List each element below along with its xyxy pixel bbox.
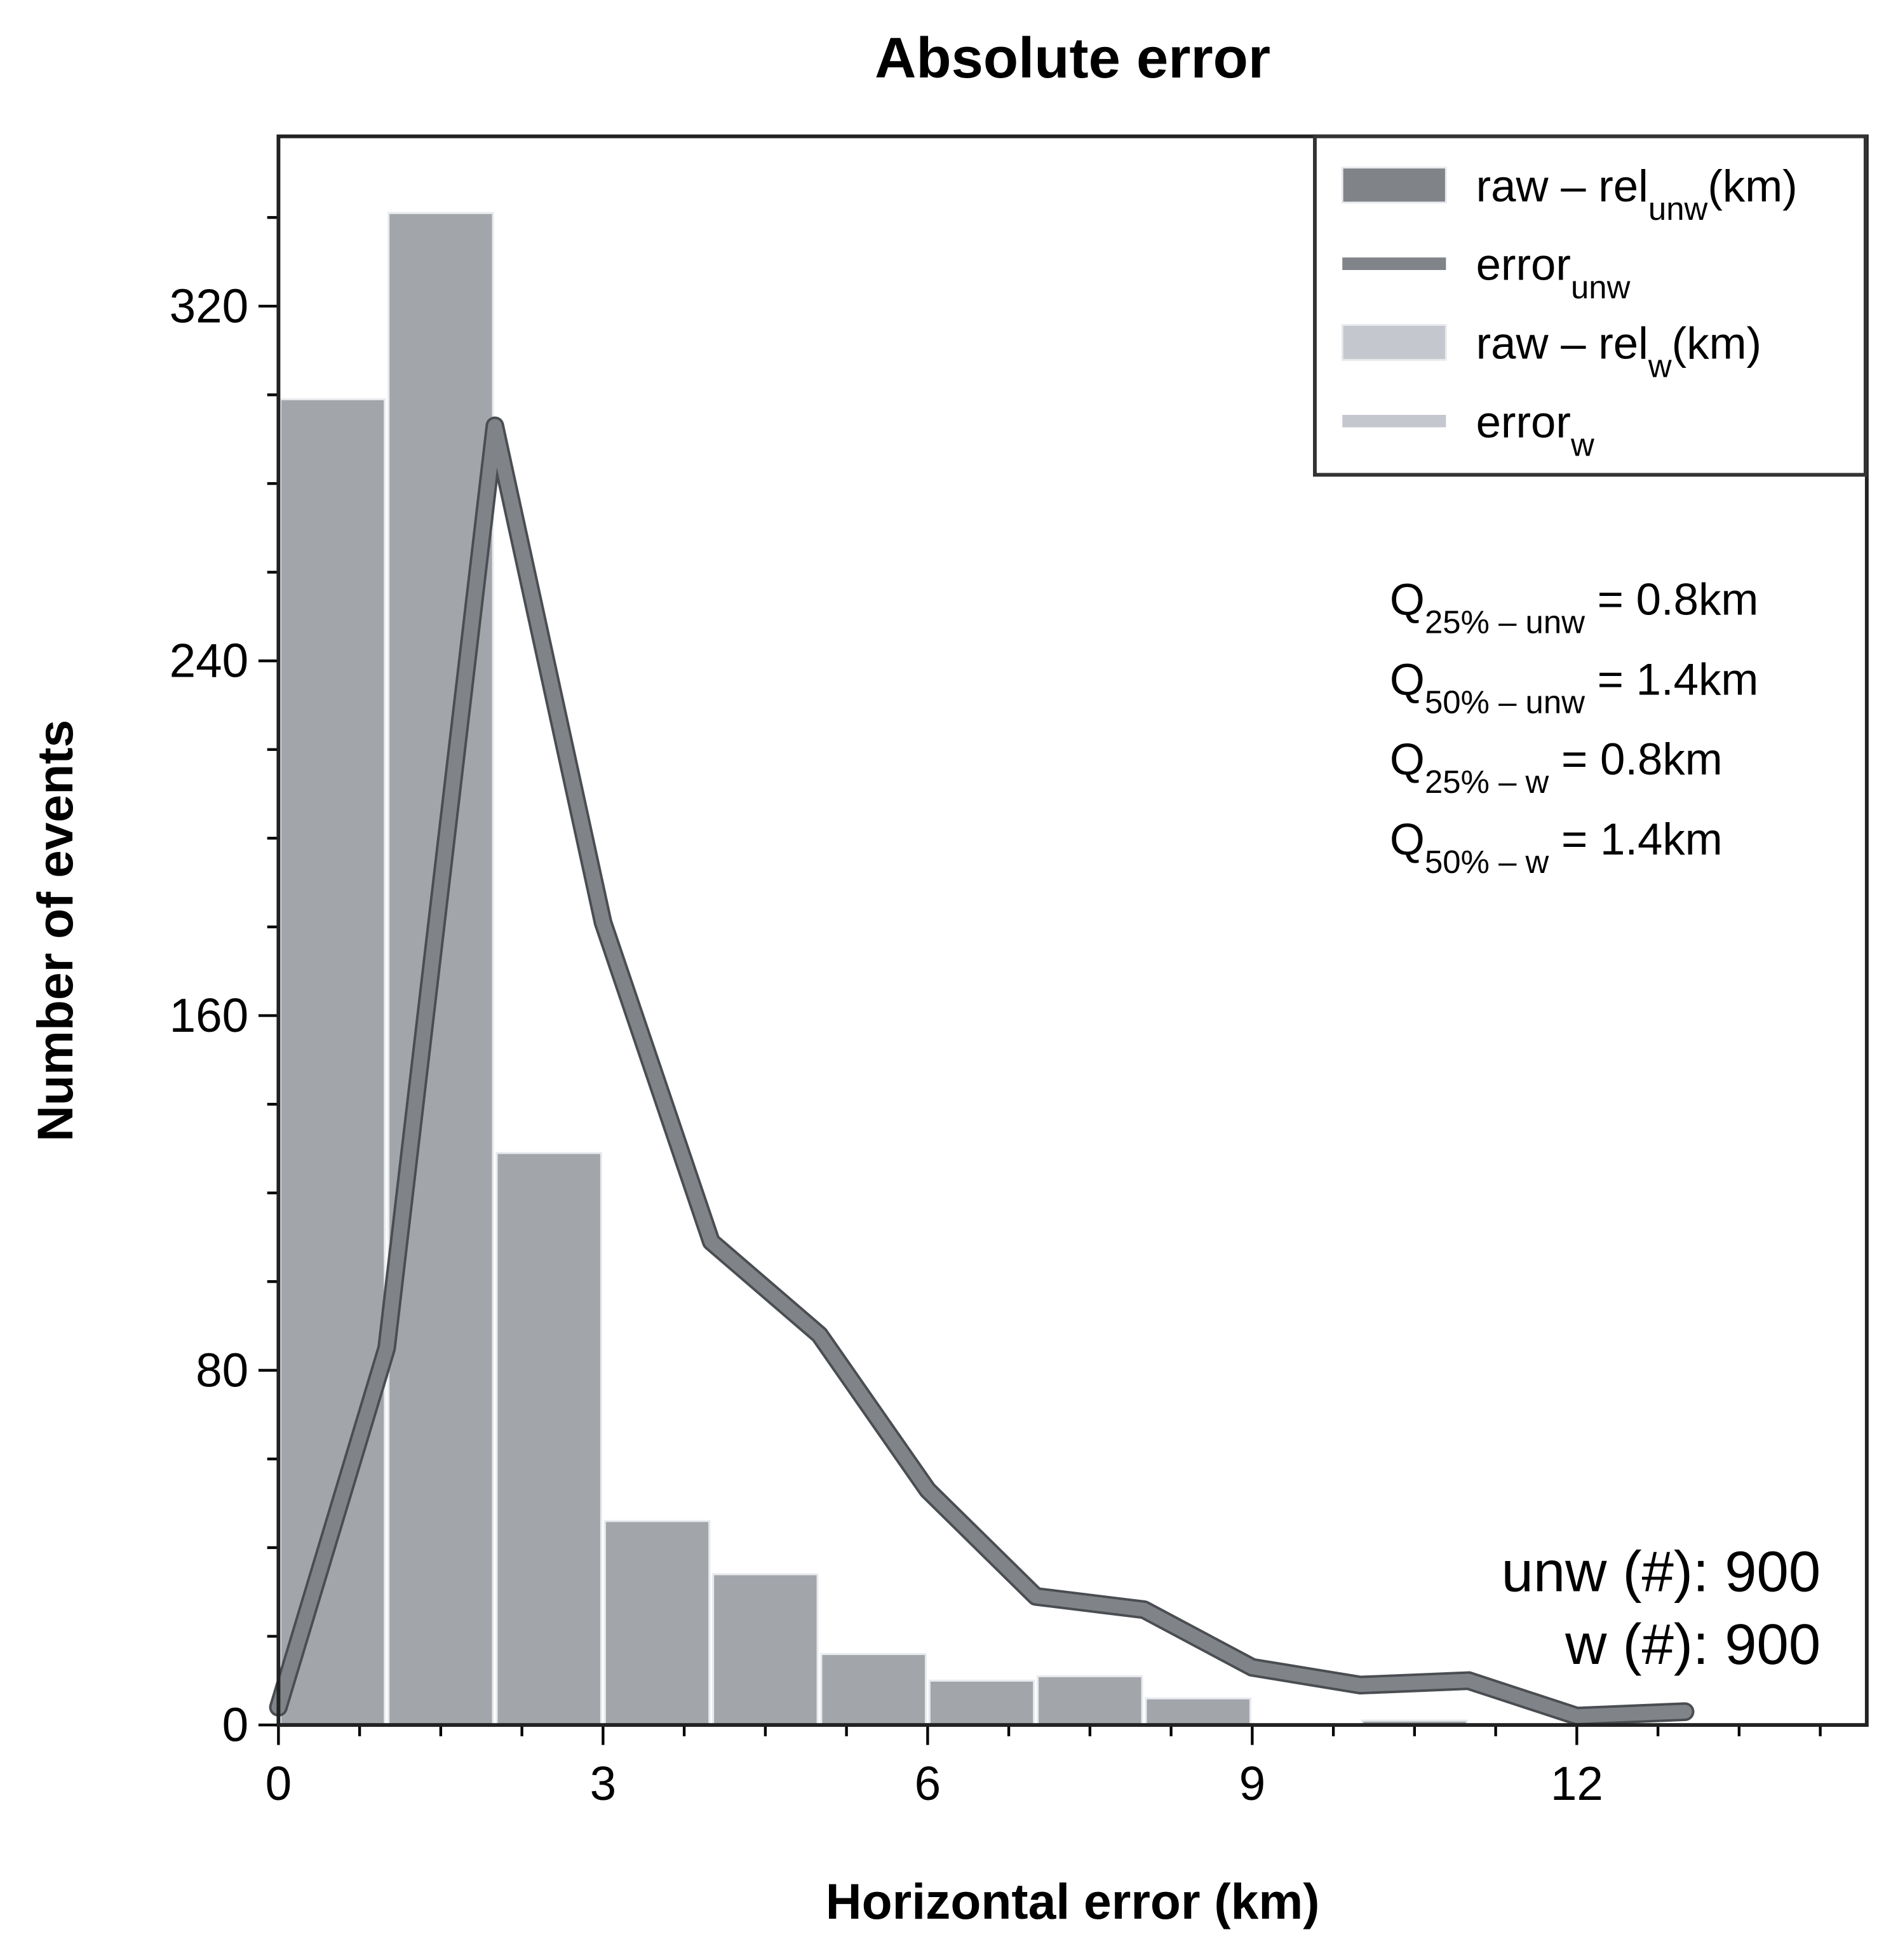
legend-label: raw – relunw(km)	[1476, 161, 1798, 227]
annotation-main: Q	[1390, 814, 1425, 864]
histogram-bar	[603, 1520, 711, 1726]
legend-swatch	[1341, 166, 1447, 204]
legend-label-main: raw – rel	[1476, 161, 1648, 211]
histogram-bar	[928, 1679, 1035, 1726]
annotation: Q25% – unw = 0.8km	[1390, 574, 1758, 640]
annotation: Q50% – unw = 1.4km	[1390, 654, 1758, 719]
legend-label-after: (km)	[1672, 318, 1761, 368]
histogram-bar	[495, 1152, 602, 1726]
annotation: Q25% – w = 0.8km	[1390, 734, 1723, 799]
count-label: unw (#): 900	[1502, 1540, 1821, 1604]
annotation-after: = 1.4km	[1585, 654, 1758, 704]
legend-label-main: raw – rel	[1476, 318, 1648, 368]
histogram-bar	[1037, 1675, 1143, 1726]
annotation-main: Q	[1390, 654, 1425, 704]
legend-label-main: error	[1476, 240, 1571, 290]
x-tick-label: 9	[1239, 1757, 1266, 1810]
legend-label-after: (km)	[1707, 161, 1797, 211]
x-tick-label: 3	[590, 1757, 617, 1810]
count-label: w (#): 900	[1565, 1612, 1821, 1677]
histogram-bar	[1145, 1697, 1251, 1726]
x-axis-label: Horizontal error (km)	[826, 1874, 1320, 1930]
legend-label: errorw	[1476, 396, 1594, 463]
legend-label-sub: w	[1570, 426, 1594, 463]
y-tick-label: 80	[196, 1343, 248, 1396]
annotation-after: = 0.8km	[1549, 734, 1722, 784]
x-tick-label: 12	[1551, 1757, 1603, 1810]
x-tick-label: 6	[915, 1757, 941, 1810]
annotation-sub: 25% – unw	[1425, 604, 1585, 640]
legend-label-sub: w	[1648, 348, 1672, 384]
legend-label-sub: unw	[1571, 269, 1631, 305]
plot-frame	[276, 134, 1869, 1727]
annotation-main: Q	[1390, 734, 1425, 784]
y-axis-label: Number of events	[27, 720, 83, 1142]
annotation: Q50% – w = 1.4km	[1390, 814, 1723, 880]
annotation-main: Q	[1390, 574, 1425, 625]
x-tick-label: 0	[266, 1757, 292, 1810]
y-tick-label: 320	[170, 279, 249, 332]
chart-title: Absolute error	[875, 26, 1270, 90]
annotation-sub: 50% – unw	[1425, 684, 1585, 720]
histogram-bar	[712, 1573, 819, 1726]
legend-label-sub: unw	[1648, 190, 1708, 226]
histogram-bar	[820, 1652, 927, 1726]
annotation-after: = 0.8km	[1585, 574, 1758, 625]
y-tick-label: 160	[170, 989, 249, 1042]
annotation-after: = 1.4km	[1549, 814, 1722, 864]
y-tick-label: 240	[170, 634, 249, 687]
annotation-sub: 50% – w	[1425, 843, 1549, 879]
legend-swatch	[1341, 323, 1447, 361]
annotation-sub: 25% – w	[1425, 764, 1549, 800]
legend-label: errorunw	[1476, 240, 1631, 306]
line	[271, 419, 1692, 1723]
histogram-bar	[387, 212, 494, 1726]
legend-label: raw – relw(km)	[1476, 318, 1762, 384]
y-tick-label: 0	[222, 1698, 249, 1752]
legend-label-main: error	[1476, 396, 1571, 447]
